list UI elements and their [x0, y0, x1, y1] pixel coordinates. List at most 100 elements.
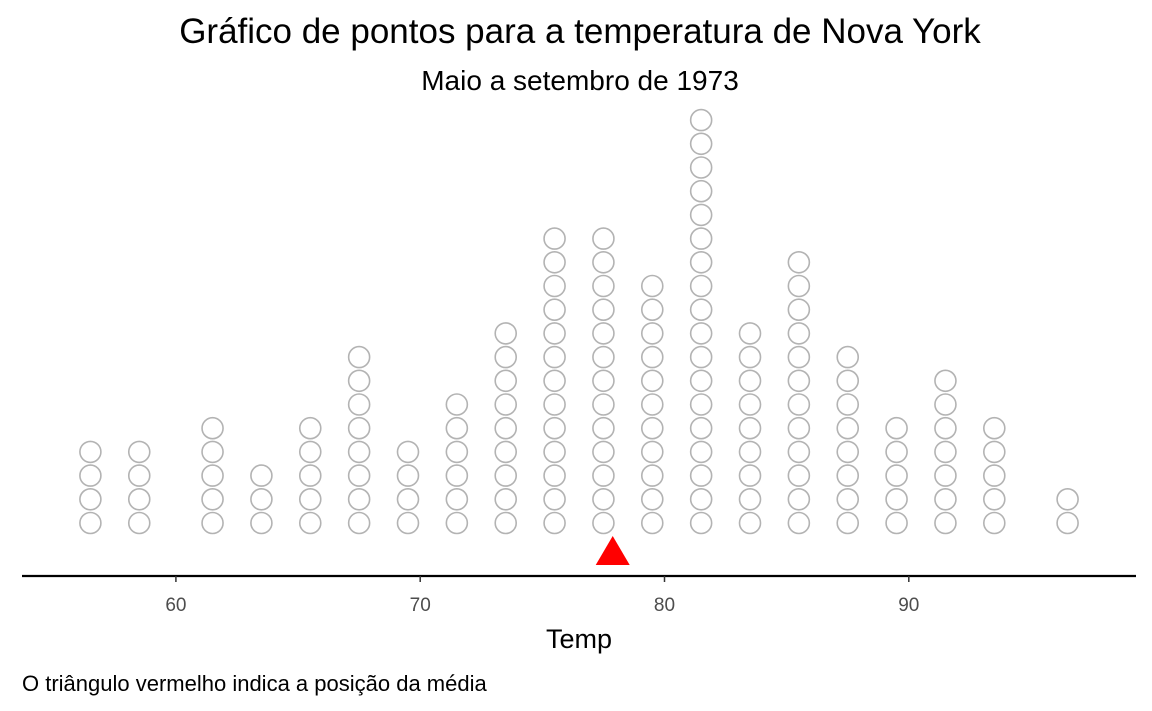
dot-point [640, 298, 664, 322]
dot-point [983, 487, 1006, 511]
dot-point [738, 322, 762, 345]
dot-point [543, 345, 566, 369]
dot-point [689, 464, 713, 487]
dot-point [201, 487, 224, 511]
dot-point [543, 464, 566, 487]
dot-point [543, 440, 566, 464]
dot-point [689, 322, 713, 345]
dot-point [127, 487, 151, 511]
dot-point [201, 511, 224, 535]
dot-point [689, 156, 713, 179]
dot-point [347, 487, 371, 511]
x-axis-title: Temp [546, 624, 612, 654]
dot-point [885, 416, 908, 440]
dot-point [836, 464, 860, 487]
dot-point [543, 511, 566, 535]
dot-point [689, 345, 713, 369]
dot-point [934, 487, 957, 511]
dot-point [689, 179, 713, 203]
dot-point [885, 487, 908, 511]
dot-point [787, 416, 811, 440]
dot-point [689, 298, 713, 322]
dot-point [298, 511, 322, 535]
dot-point [592, 298, 615, 322]
dot-point [836, 416, 860, 440]
dot-point [885, 464, 908, 487]
dot-point [787, 369, 811, 393]
dot-point [79, 487, 102, 511]
dot-point [885, 511, 908, 535]
dot-point [640, 511, 664, 535]
dot-point [640, 416, 664, 440]
dot-point [347, 440, 371, 464]
dot-point [543, 274, 566, 298]
dot-point [787, 250, 811, 274]
dot-point [885, 440, 908, 464]
dot-point [543, 227, 566, 250]
dot-point [934, 511, 957, 535]
dot-point [738, 511, 762, 535]
dot-point [201, 440, 224, 464]
dot-point [934, 369, 957, 393]
dot-point [347, 393, 371, 416]
x-tick-label: 80 [654, 595, 675, 616]
dot-point [347, 464, 371, 487]
dot-point [836, 440, 860, 464]
dot-point [445, 487, 469, 511]
dot-point [934, 393, 957, 416]
dot-point [250, 511, 273, 535]
dot-point [592, 487, 615, 511]
dot-point [592, 369, 615, 393]
dot-point [494, 464, 518, 487]
dot-point [201, 464, 224, 487]
dot-point [592, 322, 615, 345]
x-axis-ticks: 60 70 80 90 [165, 576, 919, 616]
dot-point [787, 345, 811, 369]
dot-point [347, 369, 371, 393]
dot-point [543, 393, 566, 416]
dot-point [640, 369, 664, 393]
dot-point [592, 393, 615, 416]
dot-point [640, 393, 664, 416]
x-tick-label: 60 [165, 595, 186, 616]
dot-point [592, 464, 615, 487]
dot-point [738, 369, 762, 393]
dot-point [79, 511, 102, 535]
mean-marker-triangle [595, 536, 630, 565]
dot-point [689, 108, 713, 132]
dot-point [1056, 487, 1079, 511]
dot-point [494, 440, 518, 464]
dot-point [689, 416, 713, 440]
dot-point [836, 487, 860, 511]
dot-point [592, 416, 615, 440]
dot-point [543, 369, 566, 393]
dot-point [836, 393, 860, 416]
dot-point [592, 274, 615, 298]
dot-point [494, 393, 518, 416]
dot-point [592, 250, 615, 274]
dot-point [298, 440, 322, 464]
dot-point [250, 464, 273, 487]
dot-point [298, 464, 322, 487]
dot-point [543, 322, 566, 345]
chart-title: Gráfico de pontos para a temperatura de … [179, 12, 981, 51]
chart-caption: O triângulo vermelho indica a posição da… [22, 671, 487, 696]
dot-point [836, 511, 860, 535]
dot-point [640, 345, 664, 369]
dot-point [298, 487, 322, 511]
dot-point [640, 274, 664, 298]
dot-point [934, 416, 957, 440]
dot-point [494, 345, 518, 369]
dot-point [640, 322, 664, 345]
dot-point [298, 416, 322, 440]
dot-point [494, 511, 518, 535]
dot-point [445, 393, 469, 416]
dot-point [445, 511, 469, 535]
dot-point [689, 203, 713, 227]
dot-point [738, 487, 762, 511]
dot-point [494, 322, 518, 345]
dot-point [396, 464, 420, 487]
dot-point [836, 345, 860, 369]
dot-point [543, 487, 566, 511]
